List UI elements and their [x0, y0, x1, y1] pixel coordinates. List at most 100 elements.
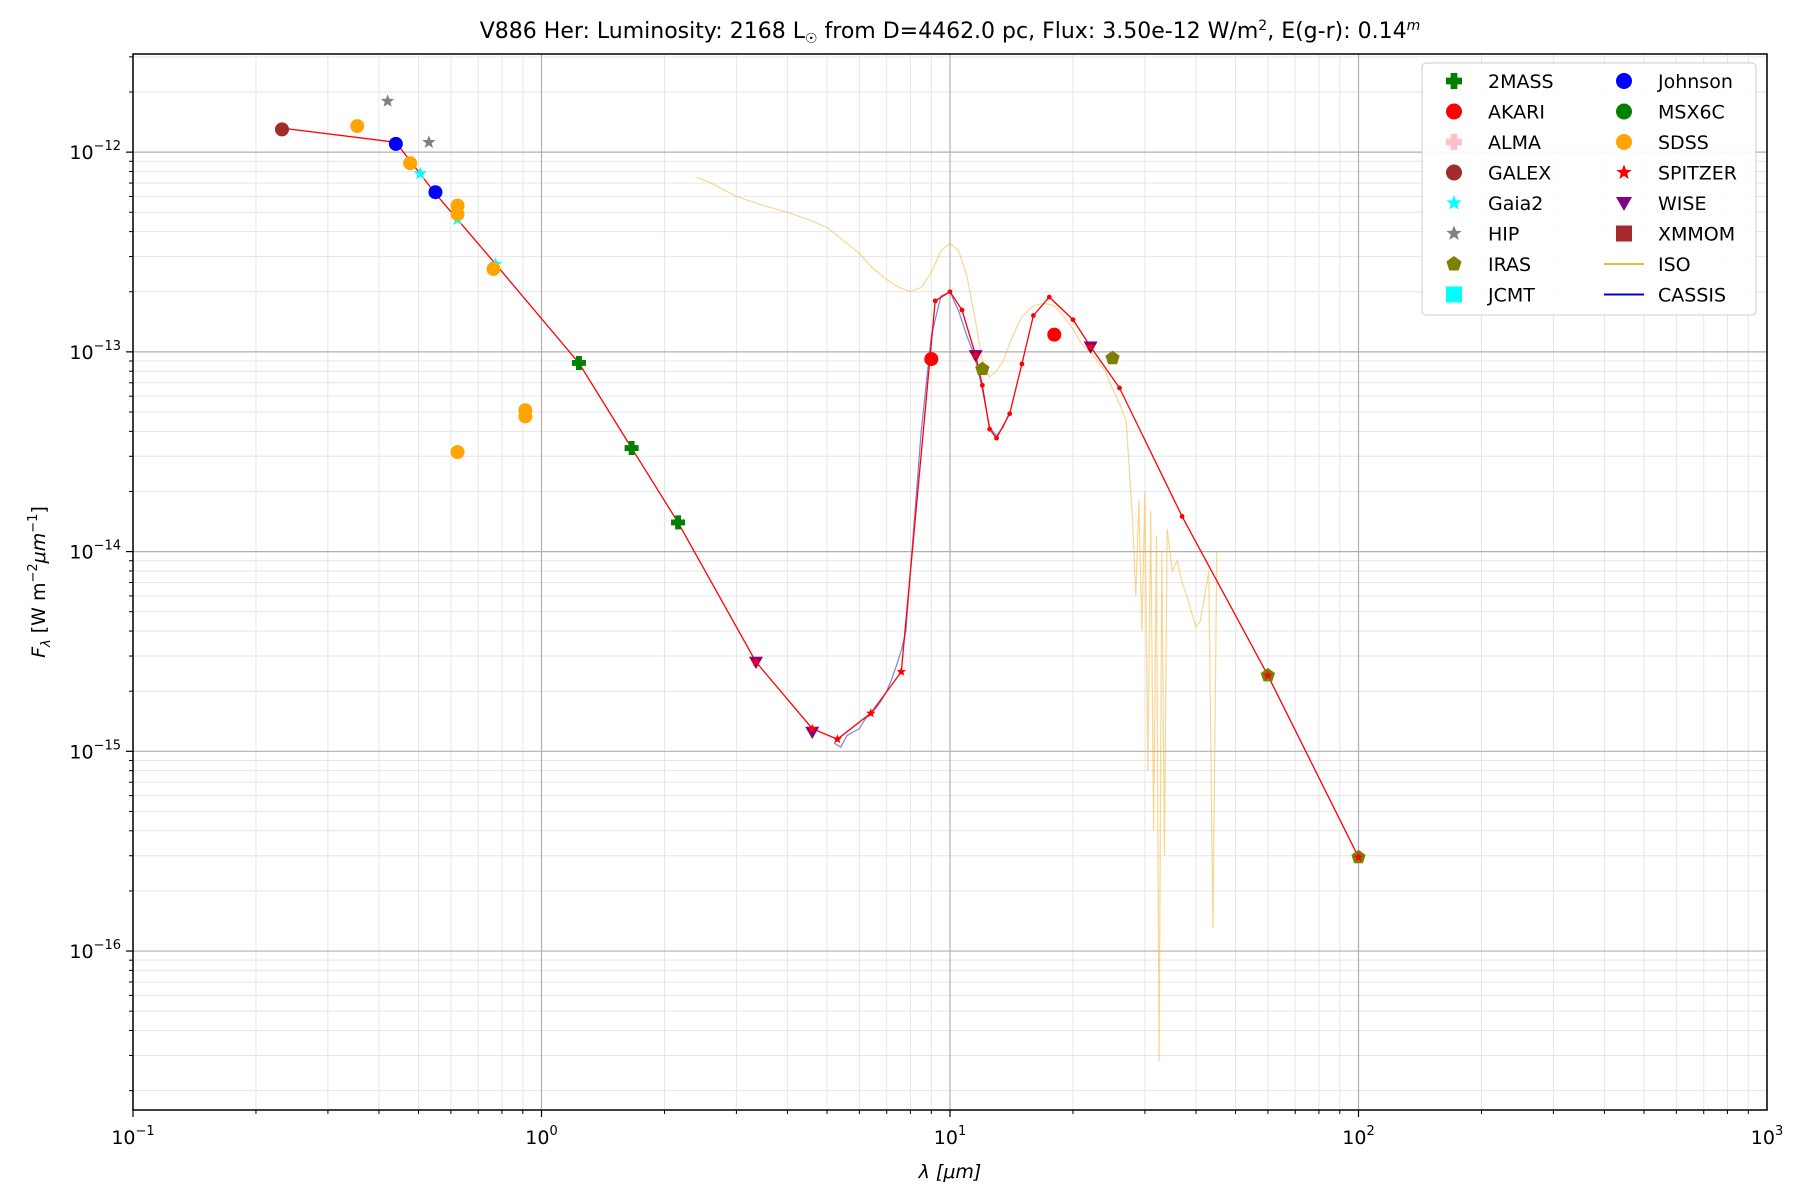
x-tick-label: 102: [1342, 1124, 1374, 1149]
johnson-point: [428, 185, 443, 200]
legend-marker-msx6c: [1616, 103, 1632, 120]
y-axis-f: F: [28, 646, 50, 658]
2mass-point: [671, 515, 686, 530]
sun-symbol: ☉: [805, 31, 818, 47]
spitzer-point: [926, 354, 937, 364]
title-sup: m: [1407, 18, 1421, 34]
sdss-point: [350, 119, 365, 134]
y-tick-base: 10: [69, 342, 93, 364]
x-tick-base: 10: [111, 1127, 135, 1149]
x-tick-base: 10: [1342, 1127, 1366, 1149]
legend-label-galex: GALEX: [1488, 163, 1551, 185]
y-tick-exp: −14: [94, 539, 121, 554]
y-tick-base: 10: [69, 941, 93, 963]
legend-marker-alma: [1446, 134, 1462, 150]
title-prefix: V886 Her: Luminosity: 2168 L: [480, 19, 806, 44]
x-tick-exp: 0: [549, 1124, 557, 1139]
x-tick-label: 100: [525, 1124, 557, 1149]
legend-marker-wise: [1616, 197, 1632, 211]
legend-marker-iras: [1446, 256, 1462, 271]
sed-point: [932, 298, 938, 304]
2mass-point: [571, 355, 586, 370]
title-suffix: , E(g-r): 0.14: [1267, 19, 1406, 44]
sdss-point: [450, 207, 465, 222]
sed-point: [1007, 411, 1013, 417]
x-tick-base: 10: [525, 1127, 549, 1149]
y-tick-exp: −15: [94, 738, 121, 753]
sed-point: [1030, 313, 1036, 318]
sdss-point: [450, 445, 465, 460]
sed-point: [987, 426, 992, 432]
x-tick-exp: 1: [958, 1124, 966, 1139]
legend-label-alma: ALMA: [1488, 132, 1541, 154]
legend-marker-johnson: [1616, 73, 1632, 89]
y-axis-mid: μm: [28, 533, 50, 565]
x-axis-unit: [μm]: [936, 1161, 981, 1183]
iso-spectrum-layer: [696, 176, 1218, 1062]
y-tick-exp: −13: [94, 339, 121, 354]
legend-label-spitzer: SPITZER: [1658, 163, 1737, 185]
legend-label-cassis: CASSIS: [1658, 285, 1726, 307]
y-axis-close: ]: [28, 506, 50, 513]
legend-label-msx6c: MSX6C: [1658, 102, 1725, 124]
sed-point: [1117, 385, 1122, 391]
y-axis-exp1: −2: [26, 563, 41, 582]
x-axis-label: λ [μm]: [918, 1161, 982, 1183]
y-tick-label: 10−12: [69, 139, 121, 164]
sed-point: [979, 382, 985, 388]
photometry-points: [274, 94, 1366, 864]
spitzer-point: [807, 723, 817, 733]
x-tick-base: 10: [1751, 1127, 1775, 1149]
legend-label-sdss: SDSS: [1658, 132, 1709, 154]
legend-marker-jcmt: [1446, 286, 1462, 303]
iras-point: [975, 361, 990, 376]
legend-marker-spitzer: [1616, 164, 1632, 179]
legend-label-iras: IRAS: [1488, 254, 1531, 276]
spitzer-point: [896, 666, 907, 676]
legend-label-iso: ISO: [1658, 254, 1691, 276]
legend-label-johnson: Johnson: [1657, 71, 1733, 93]
axis-ticks: [126, 56, 1749, 1117]
x-tick-exp: 3: [1775, 1124, 1783, 1139]
sed-point: [1019, 361, 1025, 367]
sdss-point: [486, 261, 501, 276]
x-tick-exp: −1: [136, 1124, 155, 1139]
y-axis-unit-pre: [W m: [28, 582, 50, 633]
sed-point: [959, 307, 965, 313]
y-tick-exp: −16: [94, 938, 121, 953]
akari-point: [1047, 327, 1062, 342]
sdss-point: [403, 156, 418, 171]
sed-point: [1046, 294, 1052, 300]
x-axis-lambda: λ: [918, 1161, 930, 1183]
spitzer-point: [832, 734, 843, 744]
x-tick-label: 10−1: [111, 1124, 154, 1149]
y-axis-sub: λ: [39, 639, 54, 648]
spitzer-point: [1263, 670, 1273, 680]
sed-point: [994, 435, 999, 441]
y-tick-exp: −12: [94, 139, 121, 154]
2mass-point: [624, 441, 639, 456]
hip-point: [422, 135, 436, 148]
legend-label-hip: HIP: [1488, 224, 1519, 246]
johnson-point: [388, 136, 403, 151]
legend-marker-2mass: [1446, 73, 1462, 89]
legend-marker-sdss: [1616, 134, 1632, 150]
legend-label-jcmt: JCMT: [1487, 285, 1535, 307]
y-tick-base: 10: [69, 142, 93, 164]
legend-marker-akari: [1446, 103, 1462, 120]
title-exp: 2: [1258, 18, 1267, 34]
legend-marker-hip: [1446, 225, 1462, 240]
spitzer-point: [751, 657, 761, 667]
x-tick-base: 10: [934, 1127, 958, 1149]
y-tick-base: 10: [69, 741, 93, 763]
spitzer-point: [971, 350, 981, 360]
sed-point: [1179, 514, 1185, 519]
hip-point: [380, 94, 395, 107]
galex-point: [274, 122, 289, 137]
x-tick-label: 101: [934, 1124, 966, 1149]
cassis-spectrum-layer: [833, 290, 1011, 748]
sed-point: [1070, 317, 1076, 323]
legend-marker-xmmom: [1616, 225, 1632, 242]
y-tick-base: 10: [69, 542, 93, 564]
